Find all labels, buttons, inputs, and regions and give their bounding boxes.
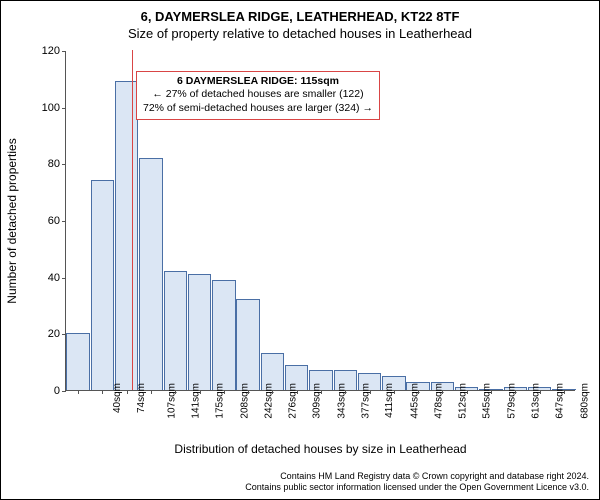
- x-tick-mark: [467, 390, 468, 394]
- x-tick-mark: [370, 390, 371, 394]
- x-axis-label: Distribution of detached houses by size …: [174, 442, 466, 456]
- x-tick-label: 680sqm: [579, 383, 590, 419]
- x-tick-mark: [345, 390, 346, 394]
- y-tick-label: 120: [26, 45, 60, 57]
- x-tick-mark: [418, 390, 419, 394]
- annotation-box: 6 DAYMERSLEA RIDGE: 115sqm← 27% of detac…: [136, 71, 380, 120]
- x-tick-mark: [297, 390, 298, 394]
- y-tick-mark: [62, 391, 66, 392]
- x-tick-mark: [151, 390, 152, 394]
- histogram-chart: Number of detached properties Distributi…: [65, 51, 575, 416]
- y-tick-label: 60: [26, 215, 60, 227]
- x-tick-label: 343sqm: [336, 383, 347, 419]
- footer-attribution: Contains HM Land Registry data © Crown c…: [245, 471, 589, 494]
- histogram-bar: [212, 280, 235, 391]
- x-tick-mark: [224, 390, 225, 394]
- x-tick-label: 411sqm: [384, 383, 395, 418]
- x-tick-label: 40sqm: [112, 383, 123, 413]
- y-axis-label: Number of detached properties: [5, 138, 19, 303]
- footer-line-2: Contains public sector information licen…: [245, 482, 589, 493]
- x-tick-mark: [515, 390, 516, 394]
- y-tick-mark: [62, 221, 66, 222]
- x-tick-mark: [78, 390, 79, 394]
- y-tick-label: 0: [26, 385, 60, 397]
- page-title-2: Size of property relative to detached ho…: [1, 24, 599, 41]
- x-tick-label: 647sqm: [555, 383, 566, 419]
- y-tick-mark: [62, 334, 66, 335]
- plot-area: Number of detached properties Distributi…: [65, 51, 575, 391]
- x-tick-label: 141sqm: [191, 383, 202, 419]
- highlight-line: [132, 50, 133, 390]
- y-tick-label: 40: [26, 272, 60, 284]
- x-tick-mark: [540, 390, 541, 394]
- x-tick-label: 579sqm: [506, 383, 517, 419]
- x-tick-mark: [127, 390, 128, 394]
- x-tick-mark: [394, 390, 395, 394]
- histogram-bar: [188, 274, 211, 390]
- x-tick-label: 242sqm: [263, 383, 274, 419]
- y-tick-mark: [62, 51, 66, 52]
- annotation-line: ← 27% of detached houses are smaller (12…: [143, 88, 373, 102]
- x-tick-mark: [272, 390, 273, 394]
- histogram-bar: [236, 299, 259, 390]
- x-tick-label: 545sqm: [482, 383, 493, 419]
- page-title-1: 6, DAYMERSLEA RIDGE, LEATHERHEAD, KT22 8…: [1, 1, 599, 24]
- x-tick-label: 512sqm: [458, 383, 469, 419]
- y-tick-label: 100: [26, 102, 60, 114]
- y-tick-label: 80: [26, 158, 60, 170]
- x-tick-mark: [175, 390, 176, 394]
- x-tick-mark: [442, 390, 443, 394]
- histogram-bar: [139, 158, 162, 390]
- x-tick-label: 175sqm: [215, 383, 226, 419]
- x-tick-mark: [200, 390, 201, 394]
- y-tick-mark: [62, 164, 66, 165]
- x-tick-label: 478sqm: [433, 383, 444, 419]
- x-tick-mark: [564, 390, 565, 394]
- annotation-line: 6 DAYMERSLEA RIDGE: 115sqm: [143, 75, 373, 89]
- footer-line-1: Contains HM Land Registry data © Crown c…: [245, 471, 589, 482]
- x-tick-label: 377sqm: [361, 383, 372, 419]
- x-tick-label: 74sqm: [136, 383, 147, 413]
- histogram-bar: [66, 333, 89, 390]
- y-tick-label: 20: [26, 328, 60, 340]
- x-tick-label: 445sqm: [409, 383, 420, 419]
- histogram-bar: [115, 81, 138, 390]
- histogram-bar: [91, 180, 114, 390]
- x-tick-label: 107sqm: [166, 383, 177, 419]
- x-tick-label: 613sqm: [531, 383, 542, 419]
- x-tick-mark: [102, 390, 103, 394]
- y-tick-mark: [62, 278, 66, 279]
- y-tick-mark: [62, 108, 66, 109]
- x-tick-label: 309sqm: [312, 383, 323, 419]
- x-tick-mark: [248, 390, 249, 394]
- histogram-bar: [164, 271, 187, 390]
- x-tick-mark: [491, 390, 492, 394]
- x-tick-mark: [321, 390, 322, 394]
- x-tick-label: 276sqm: [288, 383, 299, 419]
- x-tick-label: 208sqm: [239, 383, 250, 419]
- annotation-line: 72% of semi-detached houses are larger (…: [143, 102, 373, 116]
